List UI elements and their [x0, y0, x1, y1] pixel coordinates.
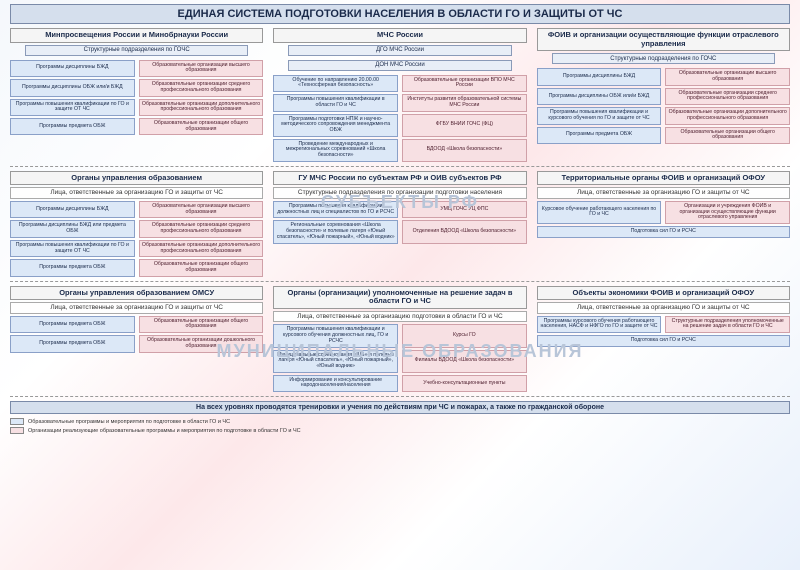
col-header: ГУ МЧС России по субъектам РФ и ОИВ субъ… — [273, 171, 526, 186]
prog-box: Программы повышения квалификации и курсо… — [537, 107, 662, 124]
col-sub: Лица, ответственные за организацию ГО и … — [537, 187, 790, 198]
prog-box: Программы предмета ОБЖ — [10, 335, 135, 352]
prog-box: Программы курсового обучения работающего… — [537, 316, 662, 333]
prog-box: Подготовка сил ГО и РСЧС — [537, 226, 790, 238]
org-box: Образовательные организации общего образ… — [139, 259, 264, 276]
col-sub: Лица, ответственные за организацию ГО и … — [10, 187, 263, 198]
col-terr-foiv: Территориальные органы ФОИВ и организаци… — [537, 171, 790, 277]
prog-box: Муниципальные соревнования «ШБ» и полевы… — [273, 350, 398, 373]
divider — [10, 281, 790, 282]
col-header: ФОИВ и организации осуществляющие функци… — [537, 28, 790, 51]
col-header: МЧС России — [273, 28, 526, 43]
col-sub: ДГО МЧС России — [288, 45, 511, 56]
legend-swatch-pink — [10, 427, 24, 434]
prog-box: Программы дисциплины БЖД — [10, 60, 135, 77]
col-header: Территориальные органы ФОИВ и организаци… — [537, 171, 790, 186]
footer-note: На всех уровнях проводятся тренировки и … — [10, 401, 790, 414]
org-box: Институты развития образовательной систе… — [402, 94, 527, 111]
level-federal: Минпросвещения России и Минобрнауки Росс… — [0, 28, 800, 162]
org-box: ВДООД «Школа безопасности» — [402, 139, 527, 162]
level-subjects: Органы управления образованием Лица, отв… — [0, 171, 800, 277]
main-title: ЕДИНАЯ СИСТЕМА ПОДГОТОВКИ НАСЕЛЕНИЯ В ОБ… — [10, 4, 790, 24]
org-box: Образовательные организации высшего обра… — [139, 60, 264, 77]
col-sub: ДОН МЧС России — [288, 60, 511, 71]
col-header: Органы (организации) уполномоченные на р… — [273, 286, 526, 309]
prog-box: Программы предмета ОБЖ — [10, 118, 135, 135]
org-box: Образовательные организации среднего про… — [665, 88, 790, 105]
col-sub: Лица, ответственные за организацию ГО и … — [537, 302, 790, 313]
legend-row-blue: Образовательные программы и мероприятия … — [10, 418, 790, 425]
prog-box: Подготовка сил ГО и РСЧС — [537, 335, 790, 347]
col-sub: Лица, ответственные за организацию подго… — [273, 311, 526, 322]
divider — [10, 396, 790, 397]
org-box: Структурные подразделения уполномоченные… — [665, 316, 790, 333]
col-sub: Лица, ответственные за организацию ГО и … — [10, 302, 263, 313]
prog-box: Проведение международных и межрегиональн… — [273, 139, 398, 162]
org-box: Образовательные организации среднего про… — [139, 79, 264, 96]
org-box: УМЦ ГОЧС УЦ ФПС — [402, 201, 527, 218]
org-box: Образовательные организации дошкольного … — [139, 335, 264, 352]
prog-box: Программы дисциплины ОБЖ или/и БЖД — [537, 88, 662, 105]
col-header: Органы управления образованием ОМСУ — [10, 286, 263, 301]
legend-label: Образовательные программы и мероприятия … — [28, 419, 230, 425]
org-box: Образовательные организации общего образ… — [665, 127, 790, 144]
org-box: Образовательные организации общего образ… — [139, 118, 264, 135]
org-box: Образовательные организации дополнительн… — [139, 99, 264, 116]
col-wide: Структурные подразделения по ГОЧС — [25, 45, 248, 56]
prog-box: Программы повышения квалификации должнос… — [273, 201, 398, 218]
prog-box: Программы предмета ОБЖ — [10, 316, 135, 333]
prog-box: Программы предмета ОБЖ — [537, 127, 662, 144]
legend-row-pink: Организации реализующие образовательные … — [10, 427, 790, 434]
prog-box: Программы дисциплины БЖД — [537, 68, 662, 85]
col-omsu-edu: Органы управления образованием ОМСУ Лица… — [10, 286, 263, 392]
org-box: Образовательные организации ВПО МЧС Росс… — [402, 75, 527, 92]
legend: Образовательные программы и мероприятия … — [0, 416, 800, 436]
col-econ-obj: Объекты экономики ФОИВ и организаций ОФО… — [537, 286, 790, 392]
prog-box: Программы повышения квалификации по ГО и… — [10, 240, 135, 257]
col-mchs: МЧС России ДГО МЧС России ДОН МЧС России… — [273, 28, 526, 162]
org-box: Учебно-консультационные пункты — [402, 375, 527, 392]
org-box: Образовательные организации высшего обра… — [665, 68, 790, 85]
col-gu-mchs: ГУ МЧС России по субъектам РФ и ОИВ субъ… — [273, 171, 526, 277]
col-wide: Структурные подразделения по ГОЧС — [552, 53, 775, 64]
org-box: Отделения ВДООД «Школа безопасности» — [402, 220, 527, 243]
col-foiv: ФОИВ и организации осуществляющие функци… — [537, 28, 790, 162]
legend-label: Организации реализующие образовательные … — [28, 428, 301, 434]
col-go-chs-org: Органы (организации) уполномоченные на р… — [273, 286, 526, 392]
prog-box: Программы дисциплины БЖД или предмета ОБ… — [10, 220, 135, 237]
col-header: Минпросвещения России и Минобрнауки Росс… — [10, 28, 263, 43]
prog-box: Обучение по направлению 20.00.00 «Технос… — [273, 75, 398, 92]
prog-box: Программы предмета ОБЖ — [10, 259, 135, 276]
prog-box: Программы повышения квалификации и курсо… — [273, 324, 398, 347]
prog-box: Программы дисциплины БЖД — [10, 201, 135, 218]
col-header: Объекты экономики ФОИВ и организаций ОФО… — [537, 286, 790, 301]
org-box: ФГБУ ВНИИ ГОЧС (ФЦ) — [402, 114, 527, 137]
level-municipal: Органы управления образованием ОМСУ Лица… — [0, 286, 800, 392]
org-box: Образовательные организации среднего про… — [139, 220, 264, 237]
prog-box: Программы дисциплины ОБЖ или/и БЖД — [10, 79, 135, 96]
org-box: Образовательные организации дополнительн… — [139, 240, 264, 257]
org-box: Образовательные организации высшего обра… — [139, 201, 264, 218]
prog-box: Информирование и консультирование народо… — [273, 375, 398, 392]
org-box: Филиалы ВДООД «Школа безопасности» — [402, 350, 527, 373]
prog-box: Программы подготовки НПЖ и научно-методи… — [273, 114, 398, 137]
col-minpros: Минпросвещения России и Минобрнауки Росс… — [10, 28, 263, 162]
col-sub: Структурные подразделения по организации… — [273, 187, 526, 198]
divider — [10, 166, 790, 167]
org-box: Образовательные организации общего образ… — [139, 316, 264, 333]
org-box: Курсы ГО — [402, 324, 527, 347]
prog-box: Программы повышения квалификации в облас… — [273, 94, 398, 111]
org-box: Организации и учреждения ФОИВ и организа… — [665, 201, 790, 224]
prog-box: Курсовое обучение работающего населения … — [537, 201, 662, 224]
col-edu-mgmt: Органы управления образованием Лица, отв… — [10, 171, 263, 277]
col-header: Органы управления образованием — [10, 171, 263, 186]
prog-box: Региональные соревнования «Школа безопас… — [273, 220, 398, 243]
prog-box: Программы повышения квалификации по ГО и… — [10, 99, 135, 116]
org-box: Образовательные организации дополнительн… — [665, 107, 790, 124]
legend-swatch-blue — [10, 418, 24, 425]
